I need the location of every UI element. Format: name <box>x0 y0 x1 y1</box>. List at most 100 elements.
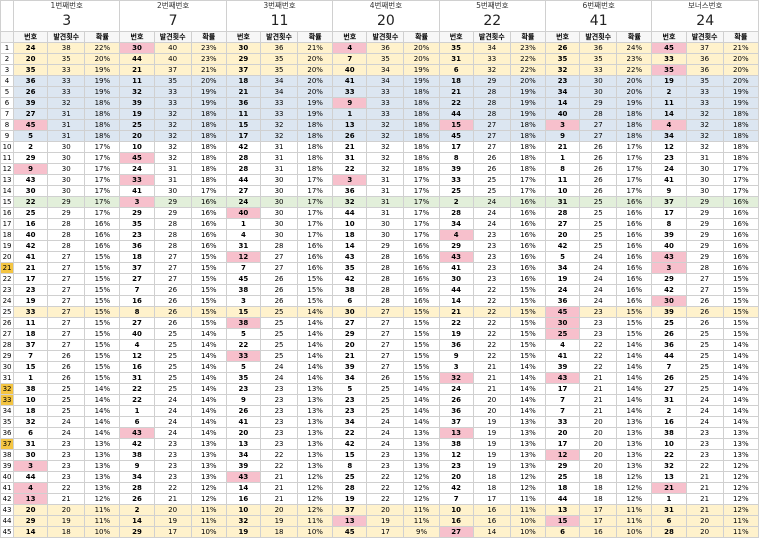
probability-cell: 17% <box>84 207 121 219</box>
number-cell: 23 <box>651 152 687 164</box>
number-cell: 5 <box>332 383 368 395</box>
probability-cell: 17% <box>509 174 547 186</box>
count-cell: 20 <box>685 526 724 538</box>
count-cell: 33 <box>685 86 724 98</box>
count-cell: 25 <box>366 394 405 406</box>
probability-cell: 13% <box>84 482 121 494</box>
probability-cell: 13% <box>84 471 121 483</box>
probability-cell: 19% <box>509 86 547 98</box>
number-cell: 26 <box>651 372 687 384</box>
count-cell: 23 <box>579 306 618 318</box>
count-cell: 31 <box>259 141 299 153</box>
number-cell: 2 <box>651 86 687 98</box>
probability-cell: 13% <box>722 438 759 450</box>
group-drawn-number: 41 <box>544 11 653 32</box>
probability-cell: 16% <box>616 262 653 274</box>
probability-cell: 18% <box>722 141 759 153</box>
number-cell: 20 <box>225 427 261 439</box>
probability-cell: 14% <box>190 405 227 417</box>
number-cell: 1 <box>544 152 581 164</box>
count-cell: 28 <box>366 284 405 296</box>
probability-cell: 19% <box>722 97 759 109</box>
number-cell: 44 <box>438 284 474 296</box>
number-cell: 42 <box>544 240 581 252</box>
count-cell: 23 <box>472 262 511 274</box>
number-cell: 45 <box>544 306 581 318</box>
count-cell: 18 <box>579 482 618 494</box>
probability-cell: 17% <box>297 196 334 208</box>
number-cell: 30 <box>225 42 261 54</box>
number-cell: 23 <box>119 229 155 241</box>
row-number: 28 <box>0 339 15 351</box>
column-header: 발견횟수 <box>47 31 86 43</box>
count-cell: 17 <box>579 515 618 527</box>
number-cell: 40 <box>544 108 581 120</box>
probability-cell: 18% <box>297 152 334 164</box>
probability-cell: 18% <box>509 163 547 175</box>
count-cell: 30 <box>366 229 405 241</box>
probability-cell: 15% <box>190 251 227 263</box>
row-number: 7 <box>0 108 15 120</box>
number-cell: 4 <box>119 339 155 351</box>
number-cell: 25 <box>544 471 581 483</box>
count-cell: 29 <box>685 218 724 230</box>
column-header: 확률 <box>722 31 759 43</box>
count-cell: 20 <box>579 449 618 461</box>
number-cell: 27 <box>544 218 581 230</box>
probability-cell: 16% <box>403 295 440 307</box>
probability-cell: 17% <box>616 163 653 175</box>
count-cell: 33 <box>259 108 299 120</box>
row-number: 18 <box>0 229 15 241</box>
probability-cell: 11% <box>84 515 121 527</box>
number-cell: 25 <box>544 328 581 340</box>
table-row: 24 19 27 15% 16 26 15% 3 26 15% 6 28 16% 14 22 15% 36 24 1… <box>0 295 759 307</box>
column-header: 확률 <box>190 31 227 43</box>
count-cell: 22 <box>259 460 299 472</box>
number-cell: 43 <box>544 372 581 384</box>
number-cell: 27 <box>119 273 155 285</box>
number-cell: 32 <box>438 372 474 384</box>
column-header: 확률 <box>509 31 547 43</box>
row-number: 27 <box>0 328 15 340</box>
probability-cell: 17% <box>722 163 759 175</box>
number-cell: 26 <box>13 86 49 98</box>
probability-cell: 23% <box>509 42 547 54</box>
number-cell: 44 <box>225 174 261 186</box>
number-cell: 25 <box>119 119 155 131</box>
count-cell: 23 <box>47 460 86 472</box>
probability-cell: 13% <box>722 449 759 461</box>
count-cell: 21 <box>685 504 724 516</box>
number-cell: 8 <box>332 460 368 472</box>
probability-cell: 14% <box>616 405 653 417</box>
number-cell: 30 <box>119 42 155 54</box>
probability-cell: 14% <box>190 416 227 428</box>
probability-cell: 20% <box>84 53 121 65</box>
row-number: 32 <box>0 383 15 395</box>
probability-cell: 19% <box>297 108 334 120</box>
number-cell: 25 <box>13 207 49 219</box>
count-cell: 30 <box>47 163 86 175</box>
probability-cell: 10% <box>509 526 547 538</box>
count-cell: 32 <box>153 141 192 153</box>
number-cell: 24 <box>225 196 261 208</box>
number-cell: 32 <box>13 416 49 428</box>
probability-cell: 17% <box>616 152 653 164</box>
table-row: 36 6 24 14% 43 24 14% 20 23 13% 22 24 13% 13 19 13% 20 20… <box>0 427 759 439</box>
probability-cell: 14% <box>84 427 121 439</box>
probability-cell: 20% <box>616 75 653 87</box>
probability-cell: 18% <box>297 141 334 153</box>
probability-cell: 17% <box>616 174 653 186</box>
count-cell: 33 <box>153 97 192 109</box>
probability-cell: 15% <box>84 251 121 263</box>
count-cell: 28 <box>47 218 86 230</box>
number-cell: 39 <box>544 361 581 373</box>
count-cell: 23 <box>259 438 299 450</box>
probability-cell: 14% <box>509 383 547 395</box>
count-cell: 23 <box>579 317 618 329</box>
count-cell: 26 <box>153 317 192 329</box>
probability-cell: 13% <box>297 449 334 461</box>
count-cell: 23 <box>579 328 618 340</box>
row-number: 29 <box>0 350 15 362</box>
table-row: 4 36 33 19% 11 35 20% 18 34 20% 41 34 19% 18 29 20% 23 30… <box>0 75 759 87</box>
number-cell: 29 <box>13 515 49 527</box>
